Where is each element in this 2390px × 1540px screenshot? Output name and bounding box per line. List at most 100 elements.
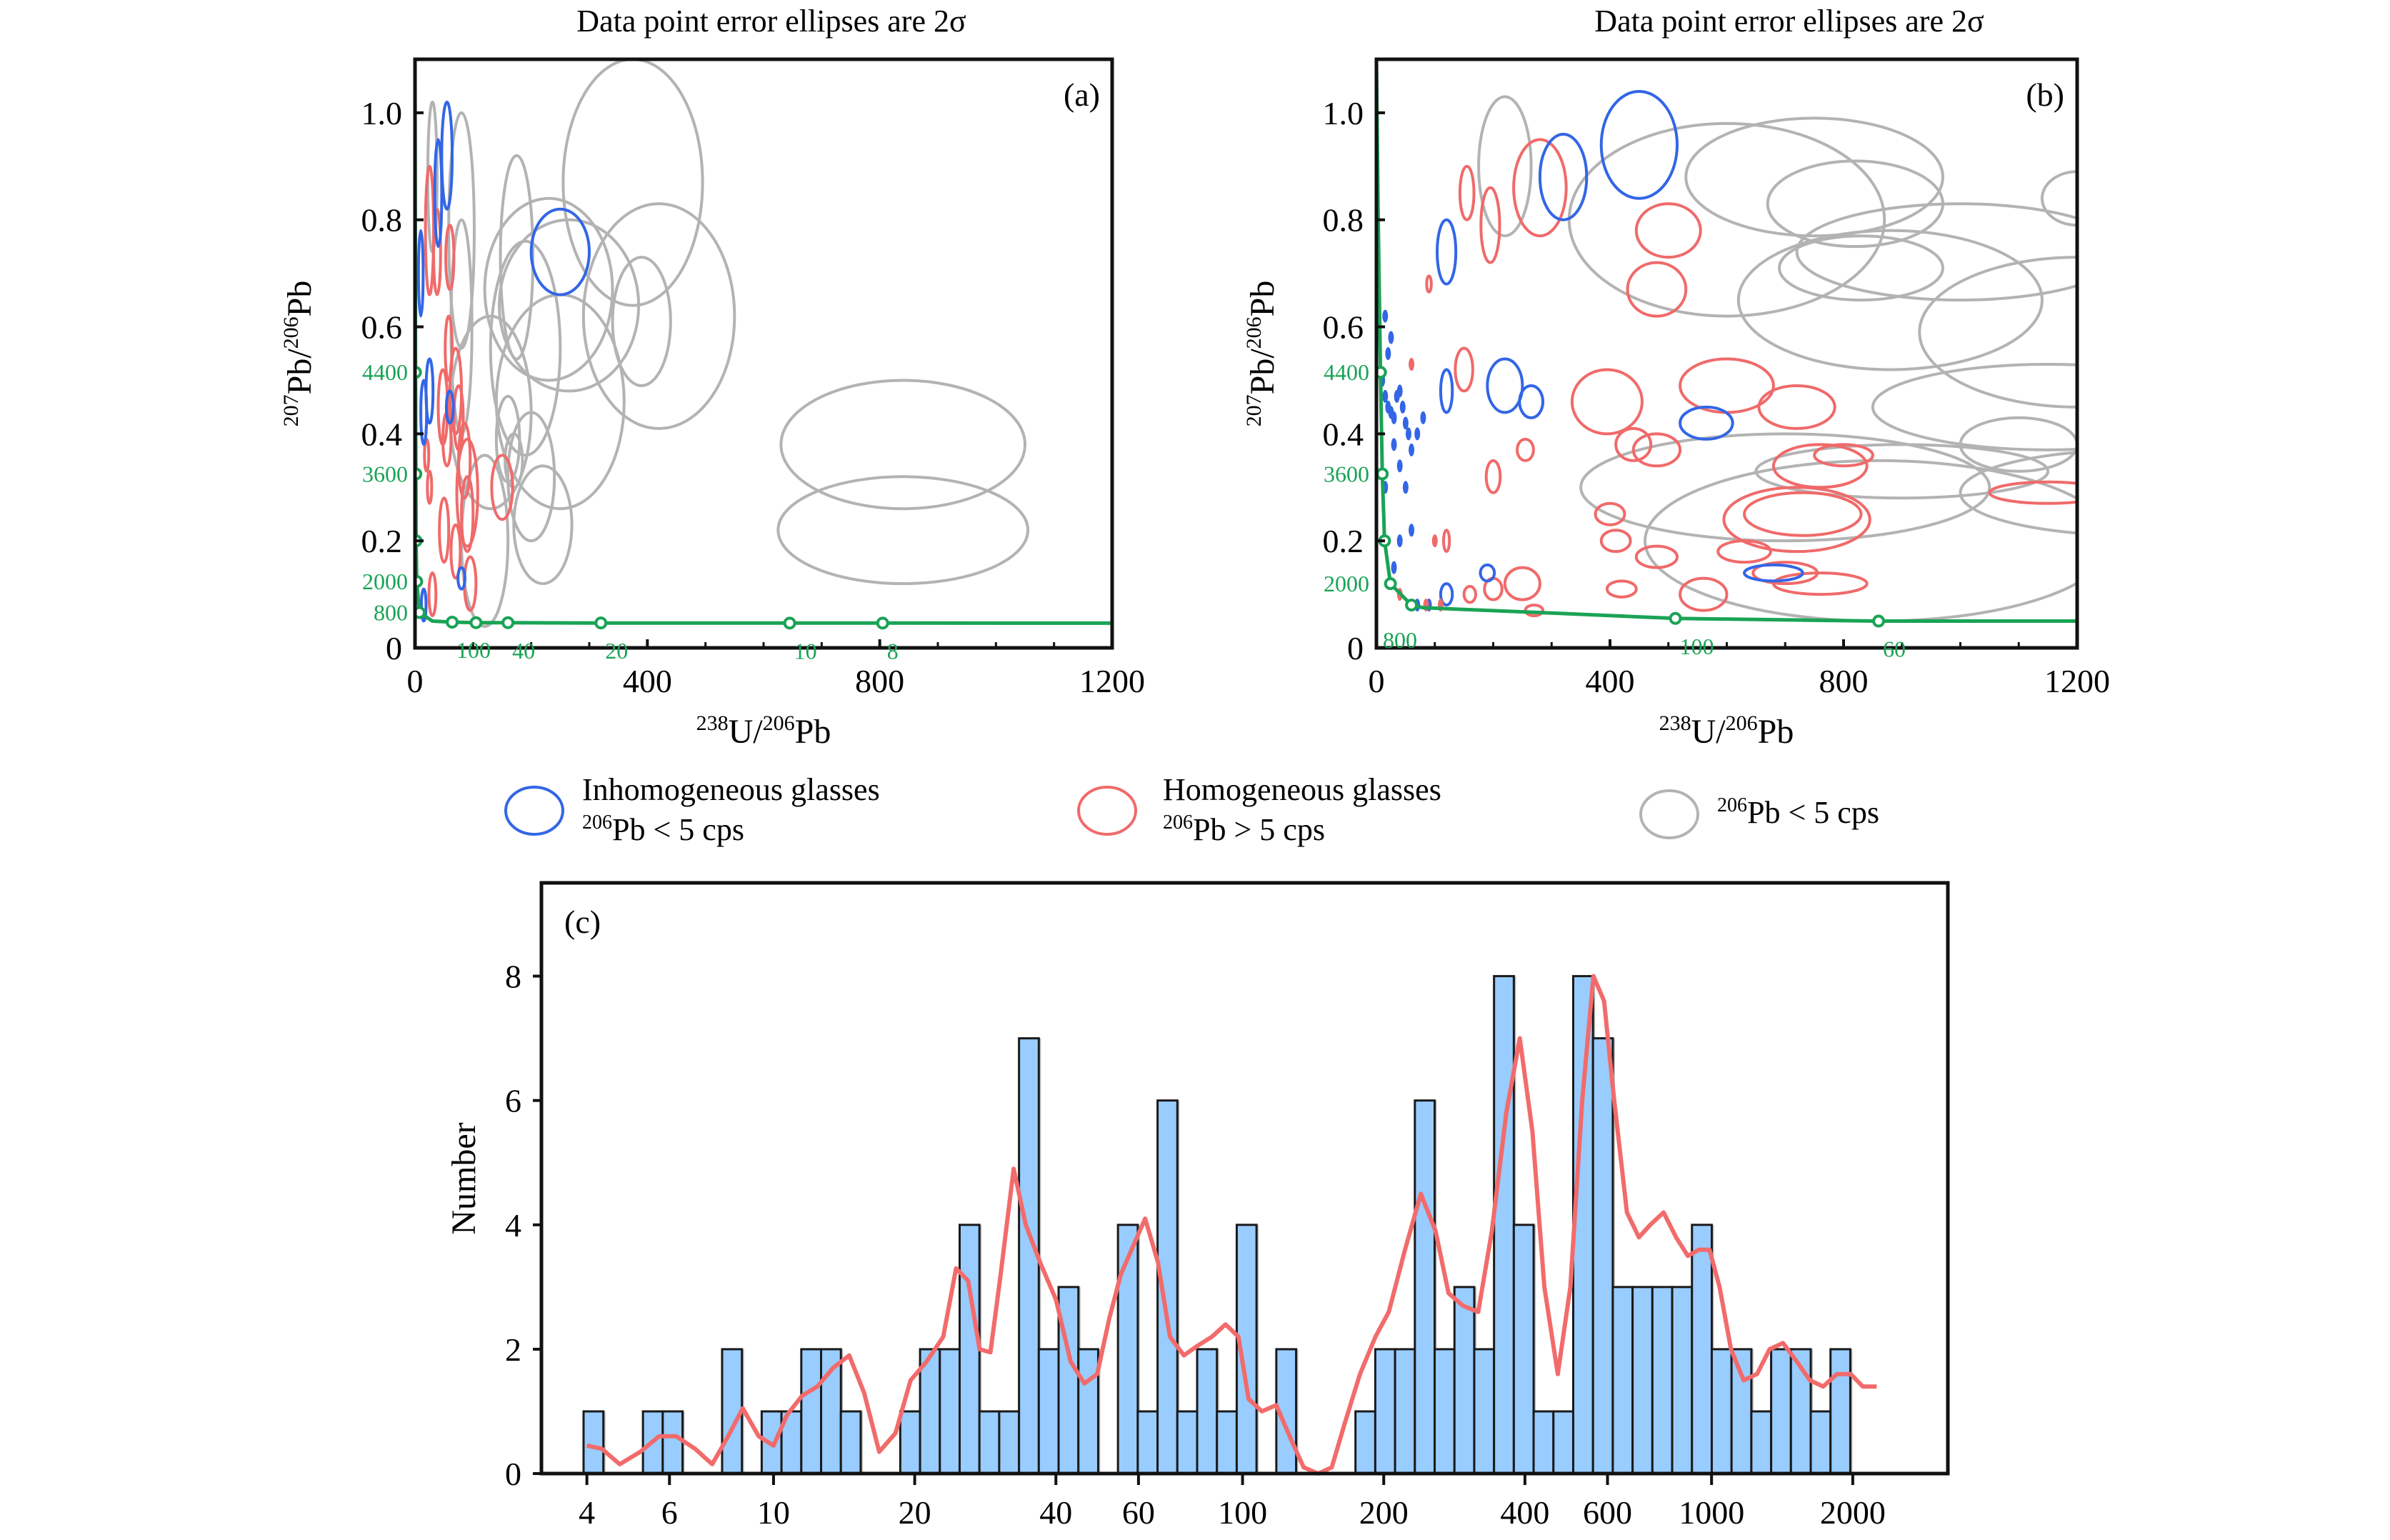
error-ellipse-low-count (561, 59, 704, 307)
concordia-age-marker (1376, 366, 1387, 379)
error-ellipse-homogeneous (1634, 544, 1679, 569)
legend-text: Pb > 5 cps (1193, 812, 1325, 847)
error-ellipse-homogeneous (455, 437, 479, 548)
y-tick-label: 0 (1347, 630, 1364, 666)
x-label-sup-238: 238 (1659, 711, 1691, 735)
legend-label-line1: Inhomogeneous glasses (582, 772, 880, 807)
concordia-age-label: 2000 (1324, 571, 1369, 596)
y-label-sup-207: 207 (1242, 394, 1266, 426)
histogram-bar (958, 1224, 981, 1475)
y-tick-label: 2 (505, 1331, 521, 1368)
histogram-bar (899, 1410, 921, 1475)
histogram-bar (1216, 1410, 1238, 1475)
error-ellipse-low-count (776, 475, 1030, 586)
error-ellipse-homogeneous (1516, 437, 1535, 462)
small-error-ellipse (1405, 427, 1411, 441)
x-tick-label: 1000 (1679, 1494, 1744, 1531)
x-label-text-pb: Pb (1758, 713, 1794, 751)
legend-label-line2: 206Pb > 5 cps (1163, 811, 1325, 847)
panel-b-concordia (1376, 59, 2077, 628)
error-ellipse-homogeneous (1599, 529, 1632, 554)
histogram-bar (1354, 1410, 1376, 1475)
y-tick-label: 6 (505, 1083, 521, 1119)
error-ellipse-inhomogeneous (1479, 563, 1496, 583)
error-ellipse-homogeneous (1442, 529, 1451, 554)
x-label-text-u: U/ (1691, 713, 1726, 751)
panel-c-frame (539, 881, 1950, 1476)
x-tick-label: 0 (1369, 663, 1385, 699)
error-ellipse-inhomogeneous (1486, 357, 1524, 414)
legend-sup: 206 (582, 811, 612, 834)
x-tick-label: 6 (661, 1494, 678, 1531)
error-ellipse-homogeneous (1484, 459, 1502, 494)
error-ellipse-inhomogeneous (1518, 384, 1544, 419)
kde-curve (586, 974, 1877, 1476)
error-ellipse-homogeneous (1743, 491, 1863, 537)
error-ellipse-low-count (611, 256, 672, 387)
histogram-bar (1829, 1348, 1851, 1475)
panel-b-tag: (b) (2026, 76, 2064, 113)
error-ellipse-homogeneous (1570, 368, 1644, 436)
y-tick-label: 4 (505, 1207, 521, 1244)
x-tick-label: 600 (1583, 1494, 1632, 1531)
legend-label-line1: Homogeneous glasses (1163, 772, 1441, 807)
x-label-text-pb: Pb (795, 713, 831, 751)
histogram-bar (939, 1348, 961, 1475)
error-ellipse-homogeneous (463, 555, 478, 612)
error-ellipse-inhomogeneous (1679, 405, 1734, 441)
panel-b-ticks: 0 400 800 1200 0 0.2 0.4 0.6 0.8 1.0 (1323, 95, 2111, 699)
error-ellipse-low-count (489, 239, 562, 457)
error-ellipse-inhomogeneous (1743, 563, 1804, 583)
histogram-bar (1631, 1286, 1654, 1475)
histogram-bar (1414, 1099, 1436, 1475)
concordia-age-label: 4400 (362, 359, 408, 385)
y-tick-label: 0.2 (361, 523, 403, 559)
small-error-ellipse (1409, 443, 1415, 456)
panel-b-concordia-plot: Data point error ellipses are 2σ 0 400 800… (1242, 4, 2111, 751)
legend-item-low-count: 206Pb < 5 cps (1639, 789, 1879, 839)
y-tick-label: 0.8 (1323, 202, 1364, 239)
small-error-ellipse (1391, 411, 1397, 424)
concordia-age-marker (446, 616, 459, 629)
error-ellipse-homogeneous (1634, 202, 1702, 259)
error-ellipse-low-count (1959, 416, 2077, 473)
small-error-ellipse (1414, 427, 1421, 441)
concordia-age-label: 800 (1383, 627, 1417, 653)
concordia-age-label: 3600 (362, 461, 408, 487)
panel-a-title: Data point error ellipses are 2σ (576, 4, 966, 39)
x-tick-label: 10 (757, 1494, 790, 1531)
histogram-bar (1591, 1037, 1614, 1475)
concordia-curve (1376, 59, 2077, 623)
small-error-ellipse (1396, 384, 1403, 398)
histogram-bar (1730, 1348, 1753, 1475)
panel-a-y-axis-label: 207Pb/206Pb (279, 281, 319, 427)
y-label-sup-206: 206 (1242, 316, 1266, 349)
histogram-bar (1512, 1224, 1535, 1475)
histogram-bar (1037, 1348, 1060, 1475)
error-ellipse-homogeneous (1771, 443, 1869, 489)
histogram-bar (661, 1410, 684, 1475)
x-tick-label: 0 (407, 663, 424, 699)
y-tick-label: 1.0 (1323, 95, 1364, 131)
error-ellipse-homogeneous (1462, 584, 1477, 604)
histogram-bar (1196, 1348, 1219, 1475)
panel-b-x-axis-label: 238U/206Pb (1659, 711, 1794, 751)
x-tick-label: 100 (1218, 1494, 1267, 1531)
error-ellipse-homogeneous (444, 224, 456, 291)
legend-sup: 206 (1717, 794, 1747, 816)
error-ellipse-low-count (1736, 229, 2044, 371)
x-tick-label: 20 (899, 1494, 931, 1531)
small-error-ellipse (1399, 400, 1406, 414)
error-ellipse-inhomogeneous (1599, 89, 1679, 200)
error-ellipse-low-count (1477, 95, 1533, 238)
small-error-ellipse (1382, 389, 1389, 403)
error-ellipse-homogeneous (1479, 186, 1501, 264)
legend-sup: 206 (1163, 811, 1193, 834)
panel-a-x-axis-label: 238U/206Pb (696, 711, 831, 751)
panel-c-tag: (c) (564, 904, 601, 940)
concordia-curve (415, 59, 1112, 625)
x-tick-label: 800 (1819, 663, 1869, 699)
error-ellipse-homogeneous (1454, 346, 1474, 393)
x-tick-label: 1200 (2044, 663, 2110, 699)
